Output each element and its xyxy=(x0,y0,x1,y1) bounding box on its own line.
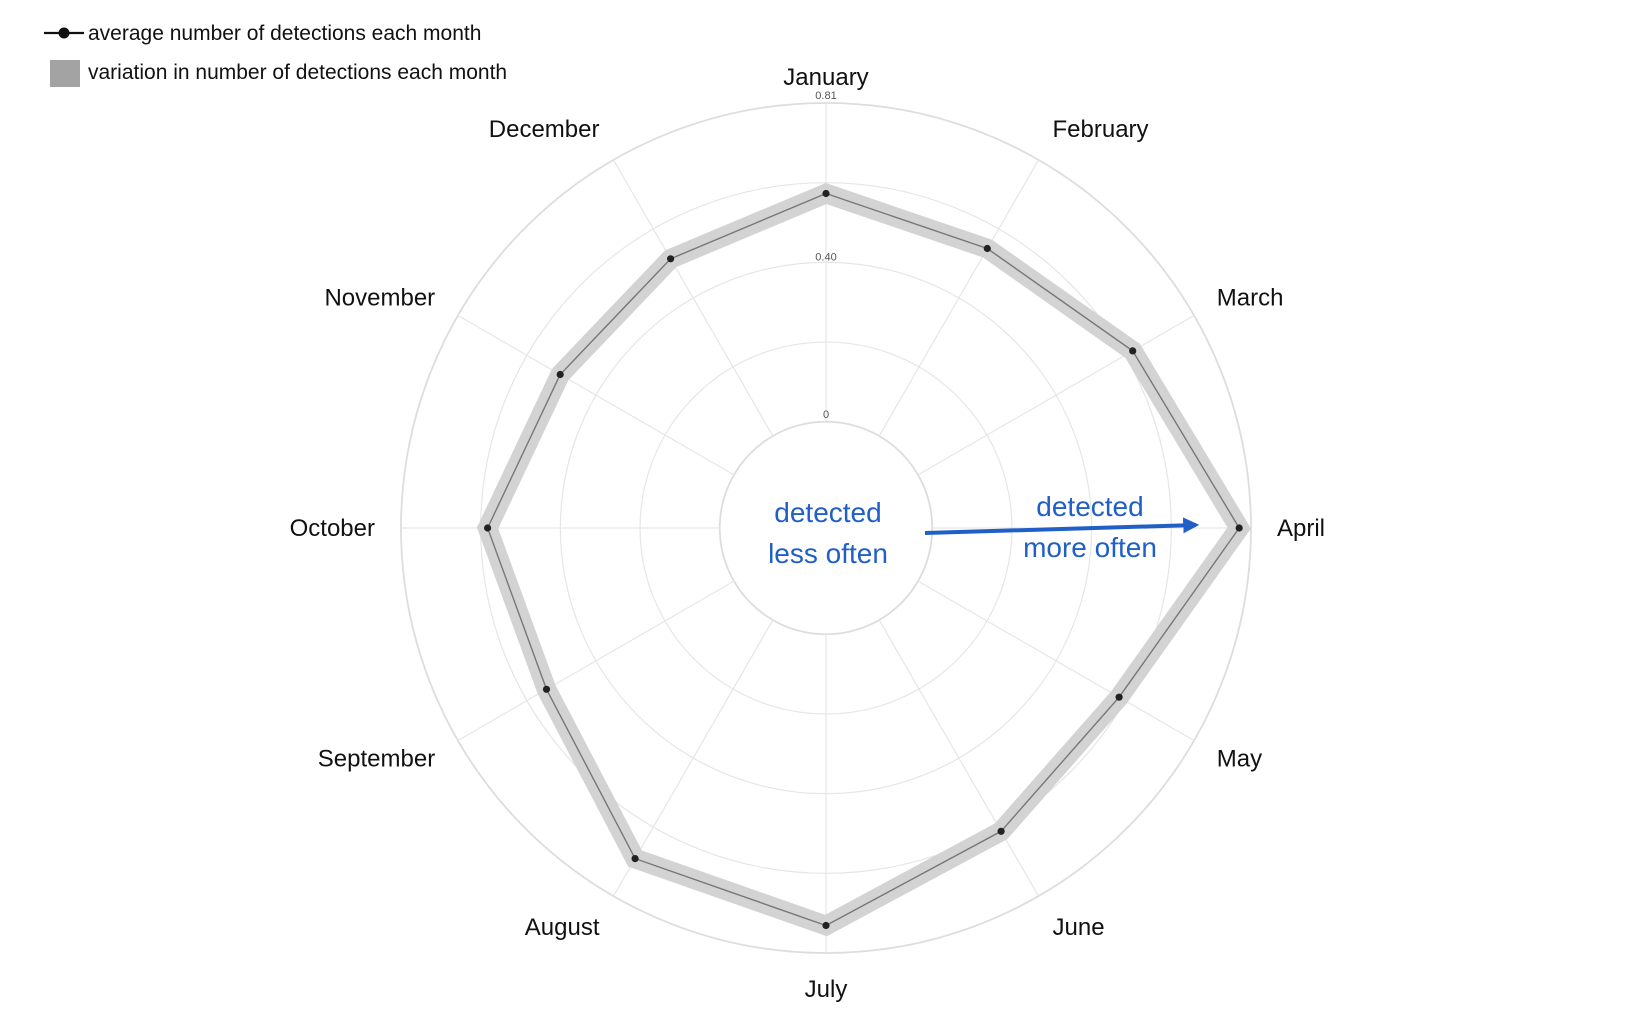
grid-spoke xyxy=(457,314,735,476)
month-label-september: September xyxy=(318,746,435,773)
radial-tick-label: 0.40 xyxy=(815,251,836,263)
center-note-line-1: detected xyxy=(774,497,881,528)
legend-average-label: average number of detections each month xyxy=(88,22,481,45)
arrow-note-line-2: more often xyxy=(1023,532,1157,563)
center-note-line-2: less often xyxy=(768,538,888,569)
radial-tick-label: 0.81 xyxy=(815,90,836,102)
data-point-august xyxy=(631,855,639,863)
direction-arrow xyxy=(924,517,1200,535)
month-label-october: October xyxy=(290,515,375,542)
month-label-december: December xyxy=(489,116,600,143)
legend: average number of detections each month … xyxy=(44,22,507,87)
grid-spoke xyxy=(878,159,1040,437)
legend-variation-label: variation in number of detections each m… xyxy=(88,61,507,84)
data-point-june xyxy=(997,827,1005,835)
data-point-april xyxy=(1235,524,1243,532)
data-point-september xyxy=(542,685,551,693)
month-label-january: January xyxy=(783,64,868,91)
annotations: detected less often detected more often xyxy=(768,491,1200,569)
data-point-november xyxy=(556,370,564,379)
month-label-august: August xyxy=(525,914,600,941)
month-label-july: July xyxy=(805,976,848,1003)
grid-spoke xyxy=(917,580,1195,742)
data-point-october xyxy=(484,524,492,532)
grid-spoke xyxy=(457,580,735,742)
data-point-july xyxy=(822,921,830,930)
month-label-april: April xyxy=(1277,515,1325,542)
data-point-december xyxy=(667,255,675,263)
grid-ring xyxy=(718,420,934,636)
month-label-november: November xyxy=(324,285,435,312)
legend-band-swatch xyxy=(50,60,80,87)
radial-grid xyxy=(400,102,1252,954)
data-point-march xyxy=(1129,347,1137,355)
data-point-february xyxy=(983,244,991,253)
average-series xyxy=(484,189,1243,930)
month-label-march: March xyxy=(1217,285,1284,312)
month-labels: January February March April May June July Augu… xyxy=(290,64,1325,1003)
month-label-june: June xyxy=(1053,914,1105,941)
radial-tick-labels: 0 0.40 0.81 xyxy=(815,90,836,421)
arrow-note-line-1: detected xyxy=(1036,491,1143,522)
legend-marker-swatch xyxy=(58,27,70,39)
month-label-february: February xyxy=(1053,116,1149,143)
radial-tick-label: 0 xyxy=(823,409,829,421)
data-point-may xyxy=(1115,693,1123,701)
grid-spoke xyxy=(612,159,774,437)
grid-spoke xyxy=(878,619,1040,897)
grid-spoke xyxy=(917,314,1195,476)
month-label-may: May xyxy=(1217,746,1262,773)
data-point-january xyxy=(822,189,830,198)
